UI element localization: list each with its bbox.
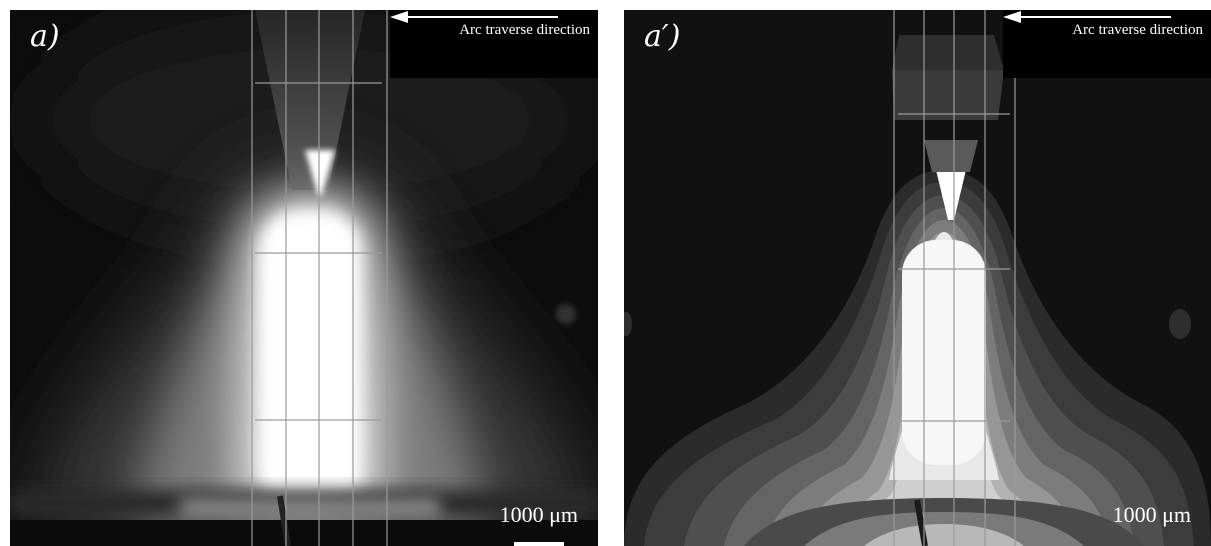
arc-direction-annotation: Arc traverse direction (390, 10, 598, 78)
panel-label: a′) (644, 19, 681, 54)
measurement-grid-a-prime (893, 10, 1016, 546)
arc-direction-label: Arc traverse direction (1072, 22, 1203, 38)
plasma-image-a-prime (624, 10, 1211, 546)
plasma-image-panel-a: a) Arc traverse direction 1000 μm (10, 10, 598, 546)
arc-direction-annotation: Arc traverse direction (1003, 10, 1211, 78)
left-arrow-icon (1003, 11, 1171, 23)
arc-direction-label: Arc traverse direction (459, 22, 590, 38)
plasma-image-panel-a-prime: a′) Arc traverse direction 1000 μm (624, 10, 1211, 546)
panel-label: a) (30, 19, 60, 54)
scale-bar-label: 1000 μm (1112, 502, 1191, 527)
measurement-grid-a (251, 10, 388, 546)
left-arrow-icon (390, 11, 558, 23)
plasma-image-a (10, 10, 598, 546)
scale-bar-label: 1000 μm (499, 502, 578, 527)
scale-bar (514, 542, 564, 546)
